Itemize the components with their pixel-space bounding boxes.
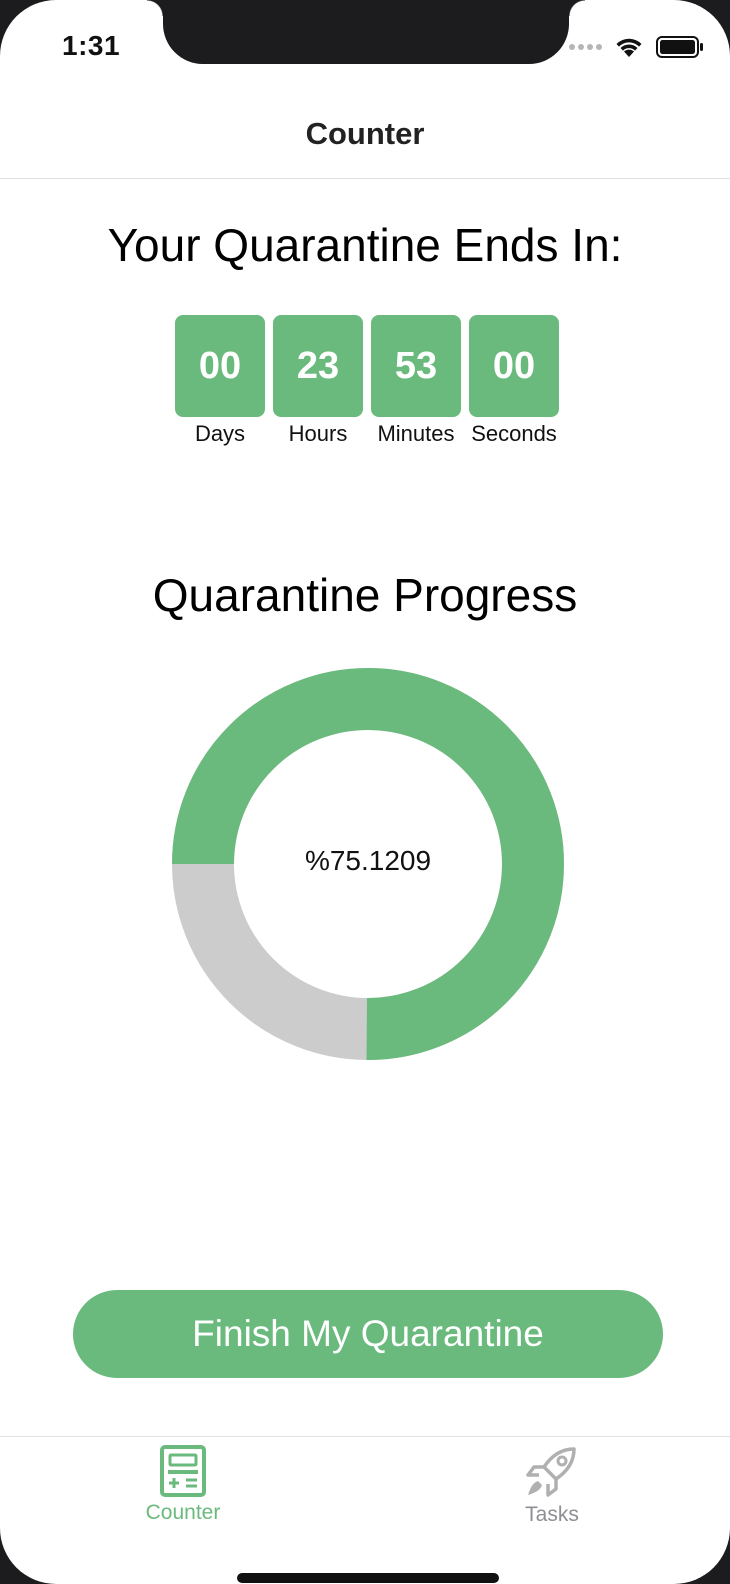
countdown-hours: 23 Hours: [273, 315, 363, 447]
tab-tasks[interactable]: Tasks: [462, 1445, 642, 1527]
status-indicators: [569, 36, 704, 58]
progress-heading: Quarantine Progress: [152, 569, 578, 621]
countdown-heading: Your Quarantine Ends In:: [107, 219, 623, 271]
battery-icon: [656, 36, 703, 58]
countdown-days: 00 Days: [175, 315, 265, 447]
rocket-icon: [526, 1447, 576, 1497]
finish-quarantine-button[interactable]: Finish My Quarantine: [73, 1290, 663, 1378]
countdown-days-label: Days: [194, 421, 246, 446]
countdown-days-value: 00: [175, 315, 265, 417]
page-title: Counter: [305, 116, 425, 151]
device-notch: [147, 0, 585, 64]
navigation-bar: Counter: [0, 90, 730, 179]
countdown-seconds-label: Seconds: [471, 421, 557, 446]
tab-counter-label: Counter: [145, 1501, 221, 1524]
countdown-timer: 00 Days 23 Hours 53 Minutes 00 Seconds: [175, 315, 559, 447]
countdown-minutes: 53 Minutes: [371, 315, 461, 447]
countdown-seconds: 00 Seconds: [469, 315, 559, 447]
progress-ring: [172, 668, 564, 1060]
home-indicator: [237, 1573, 499, 1583]
tab-bar: Counter Tasks: [0, 1436, 730, 1584]
progress-percent-label: %75.1209: [304, 845, 432, 876]
countdown-minutes-label: Minutes: [377, 421, 455, 446]
status-time: 1:31: [62, 30, 121, 61]
tab-counter[interactable]: Counter: [93, 1445, 273, 1525]
wifi-icon: [616, 38, 642, 57]
progress-ring-fill: [172, 668, 564, 1060]
countdown-hours-label: Hours: [288, 421, 348, 446]
tab-tasks-label: Tasks: [525, 1503, 579, 1526]
countdown-hours-value: 23: [273, 315, 363, 417]
cellular-signal-icon: [569, 44, 602, 50]
countdown-minutes-value: 53: [371, 315, 461, 417]
calculator-icon: [160, 1445, 206, 1497]
countdown-seconds-value: 00: [469, 315, 559, 417]
